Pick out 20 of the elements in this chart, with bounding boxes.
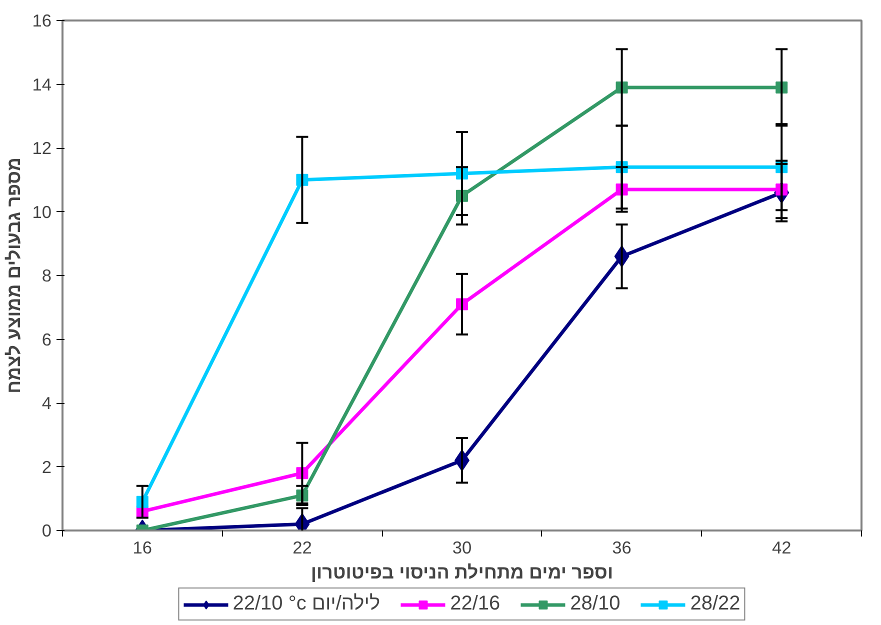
x-tick-label: 42 [772, 538, 792, 558]
y-tick-label: 4 [42, 393, 52, 413]
y-tick-label: 2 [42, 456, 52, 477]
x-tick-label: 30 [452, 538, 472, 558]
y-tick-label: 16 [32, 10, 52, 30]
legend-label: 22/16 [450, 592, 500, 616]
y-tick-label: 12 [32, 138, 52, 158]
y-tick-label: 6 [42, 329, 52, 350]
x-tick-label: 16 [132, 538, 152, 558]
y-tick-label: 8 [42, 266, 52, 286]
legend-label: 22/10 °c לילה/יום [232, 592, 380, 616]
y-tick-label: 0 [42, 520, 52, 540]
legend-label: 28/10 [570, 592, 620, 616]
y-tick-label: 10 [32, 202, 52, 222]
x-axis-title: וספר ימים מתחילת הניסוי בפיטוטרון [310, 562, 614, 582]
legend-label: 28/22 [690, 592, 740, 616]
y-axis-title: מספר גבעולים ממוצע לצמח [3, 157, 24, 394]
x-tick-label: 22 [292, 538, 312, 558]
y-tick-label: 14 [32, 74, 52, 94]
x-tick-label: 36 [612, 538, 632, 558]
